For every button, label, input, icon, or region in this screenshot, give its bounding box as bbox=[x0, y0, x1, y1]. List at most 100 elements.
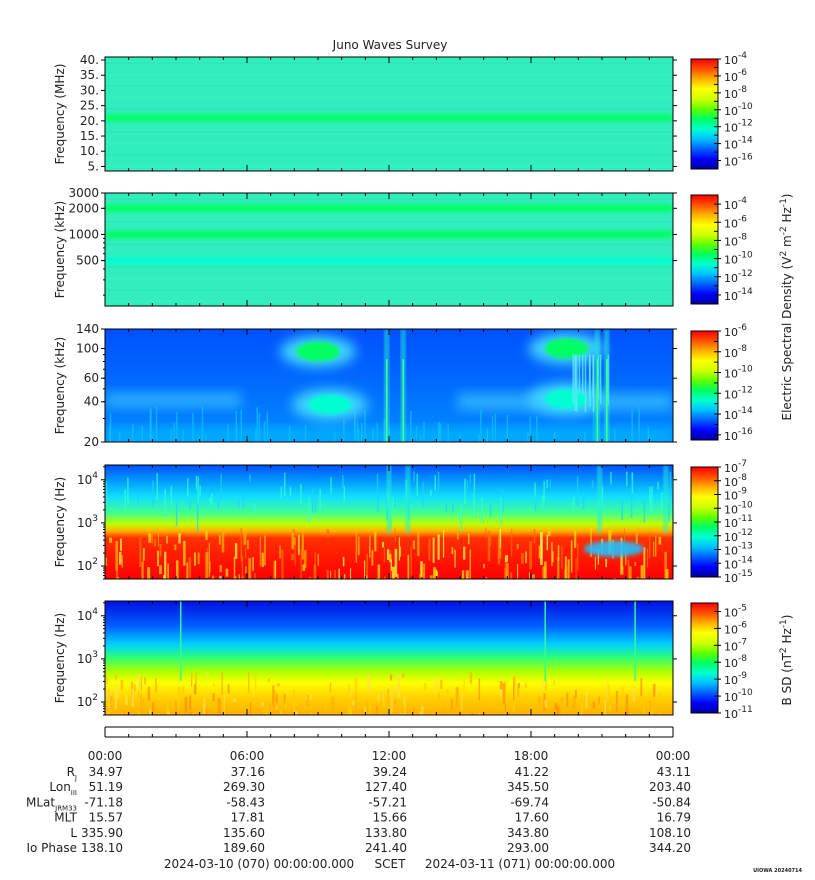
y-axis-label: Frequency (MHz) bbox=[53, 64, 67, 165]
footer-start-time: 2024-03-10 (070) 00:00:00.000 bbox=[164, 857, 354, 871]
emission-blob-core bbox=[296, 341, 340, 362]
colorbar-tick-label: 10-9 bbox=[724, 671, 747, 687]
ephemeris-value: 15.66 bbox=[373, 811, 407, 825]
ephemeris-value: 203.40 bbox=[649, 780, 691, 794]
spectrogram-panels: 5.10.15.20.25. 30.35.40. Frequency (MHz) 50… bbox=[53, 53, 677, 716]
y-tick-label: 10. bbox=[80, 144, 99, 158]
ephemeris-value: 293.00 bbox=[507, 841, 549, 855]
ephemeris-value: 344.20 bbox=[649, 841, 691, 855]
y-tick-label: 20 bbox=[84, 435, 99, 449]
ephemeris-value: 138.10 bbox=[81, 841, 123, 855]
colorbar-tick-label: 10-10 bbox=[724, 365, 753, 381]
time-label: 00:00 bbox=[656, 749, 691, 763]
y-tick-label: 140 bbox=[76, 322, 99, 336]
colorbars: 10-410-610-810-1010-1210-1410-1610-410-6… bbox=[690, 51, 794, 721]
emission-band bbox=[105, 257, 673, 265]
ephemeris-value: 41.22 bbox=[515, 765, 549, 779]
colorbar-tick-label: 10-10 bbox=[724, 500, 753, 516]
colorbar-gradient bbox=[690, 58, 719, 170]
ephemeris-value: 108.10 bbox=[649, 826, 691, 840]
ephemeris-value: 127.40 bbox=[365, 780, 407, 794]
emission-band bbox=[105, 204, 673, 212]
colorbar-gradient bbox=[690, 602, 719, 714]
colorbar-tick-label: 10-4 bbox=[724, 51, 747, 67]
colorbar-tick-label: 10-12 bbox=[724, 119, 753, 135]
y-tick-label: 104 bbox=[77, 607, 98, 623]
time-label: 06:00 bbox=[230, 749, 265, 763]
spectrogram-panel-3: 20 40 60 100 140 Frequency (kHz) bbox=[53, 322, 677, 449]
colorbar-tick-label: 10-10 bbox=[724, 688, 753, 704]
ephemeris-value: -71.18 bbox=[84, 795, 123, 809]
colorbar-panel-3: 10-6 10-8 10-10 10-12 10-14 10-16 bbox=[690, 323, 753, 443]
colorbar-tick-label: 10-11 bbox=[724, 514, 753, 530]
colorbar-tick-label: 10-6 bbox=[724, 68, 747, 84]
colorbar-tick-label: 10-15 bbox=[724, 569, 753, 585]
ephemeris-row-label: MLatJRM33 bbox=[26, 795, 77, 812]
ephemeris-value: 335.90 bbox=[81, 826, 123, 840]
colorbar-gradient bbox=[690, 466, 719, 578]
colorbar-tick-label: 10-13 bbox=[724, 542, 753, 558]
ephemeris-value: 34.97 bbox=[89, 765, 123, 779]
ephemeris-row-label: L bbox=[70, 826, 77, 840]
ephemeris-value: -57.21 bbox=[368, 795, 407, 809]
colorbar-tick-label: 10-12 bbox=[724, 528, 753, 544]
colorbar-tick-label: 10-14 bbox=[724, 136, 753, 152]
time-label: 18:00 bbox=[514, 749, 549, 763]
version-stamp: UIOWA 20240714 bbox=[753, 868, 802, 874]
ephemeris-value: -69.74 bbox=[510, 795, 549, 809]
colorbar-tick-label: 10-11 bbox=[724, 705, 753, 721]
y-axis-label: Frequency (kHz) bbox=[53, 337, 67, 434]
footer-end-time: 2024-03-11 (071) 00:00:00.000 bbox=[425, 857, 615, 871]
colorbar-tick-label: 10-8 bbox=[724, 232, 747, 248]
colorbar-tick-label: 10-7 bbox=[724, 637, 747, 653]
ephemeris-row-label: Io Phase bbox=[26, 841, 77, 855]
chart-title: Juno Waves Survey bbox=[332, 38, 448, 52]
colorbar-tick-label: 10-9 bbox=[724, 487, 747, 503]
emission-blob-core bbox=[544, 338, 589, 359]
colorbar-tick-label: 10-8 bbox=[724, 654, 747, 670]
y-tick-label: 1000 bbox=[68, 227, 99, 241]
ephemeris-value: 51.19 bbox=[89, 780, 123, 794]
y-tick-label: 5. bbox=[88, 159, 99, 173]
y-tick-label: 25. bbox=[80, 99, 99, 113]
ephemeris-value: 189.60 bbox=[223, 841, 265, 855]
ephemeris-value: -50.84 bbox=[652, 795, 691, 809]
spike bbox=[634, 601, 636, 681]
y-tick-label: 40. bbox=[80, 53, 99, 67]
ephemeris-value: 241.40 bbox=[365, 841, 407, 855]
electric-colorbar-title: Electric Spectral Density (V2​ m-2​ Hz-1… bbox=[779, 193, 794, 420]
colorbar-tick-label: 10-7 bbox=[724, 459, 747, 475]
y-tick-label: 3000 bbox=[68, 186, 99, 200]
ephemeris-value: 37.16 bbox=[231, 765, 265, 779]
colorbar-tick-label: 10-16 bbox=[724, 427, 753, 443]
ephemeris-row-label: LonIII bbox=[49, 780, 77, 797]
colorbar-tick-label: 10-10 bbox=[724, 251, 753, 267]
ephemeris-value: 269.30 bbox=[223, 780, 265, 794]
y-tick-label: 103 bbox=[77, 514, 98, 530]
magnetic-colorbar-title: B SD (nT2​ Hz-1​) bbox=[779, 615, 794, 706]
y-tick-label: 20. bbox=[80, 114, 99, 128]
ephemeris-value: 16.79 bbox=[657, 811, 691, 825]
colorbar-panel-2: 10-4 10-6 10-8 10-10 10-12 10-14 bbox=[690, 194, 753, 305]
y-axis-label: Frequency (kHz) bbox=[53, 201, 67, 298]
colorbar-gradient bbox=[690, 194, 719, 305]
y-tick-label: 103 bbox=[77, 650, 98, 666]
ephemeris-value: 343.80 bbox=[507, 826, 549, 840]
colorbar-tick-label: 10-6 bbox=[724, 620, 747, 636]
ephemeris-value: 17.60 bbox=[515, 811, 549, 825]
colorbar-tick-label: 10-12 bbox=[724, 385, 753, 401]
colorbar-tick-label: 10-6 bbox=[724, 323, 747, 339]
spike bbox=[387, 465, 391, 534]
spike bbox=[544, 601, 546, 681]
y-tick-label: 500 bbox=[76, 254, 99, 268]
colorbar-panel-4: 10-710-810-910-1010-1110-1210-1310-1410-… bbox=[690, 459, 753, 585]
y-axis-label: Frequency (Hz) bbox=[53, 477, 67, 568]
spike bbox=[664, 465, 668, 534]
y-tick-label: 60 bbox=[84, 371, 99, 385]
colorbar-tick-label: 10-12 bbox=[724, 269, 753, 285]
ephemeris-value: 17.81 bbox=[231, 811, 265, 825]
spectrogram-panel-1: 5.10.15.20.25. 30.35.40. Frequency (MHz) bbox=[53, 53, 677, 173]
ephemeris-table: 00:00 06:00 12:00 18:00 00:00 RJ 34.97 37.16 39.… bbox=[26, 726, 803, 874]
